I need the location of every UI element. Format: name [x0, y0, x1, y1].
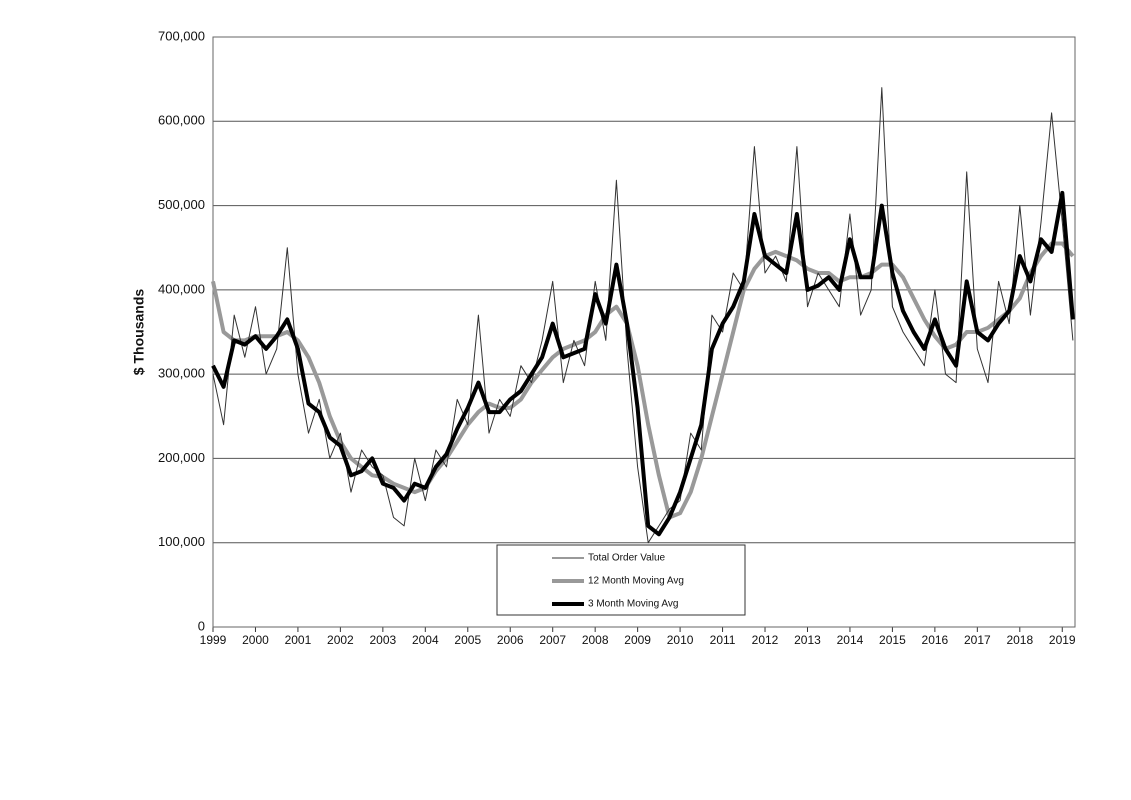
y-tick-label: 200,000: [158, 450, 205, 465]
series-line: [211, 190, 1075, 537]
x-tick-label: 2011: [710, 633, 736, 647]
y-tick-label: 400,000: [158, 281, 205, 296]
x-tick-label: 2001: [285, 633, 312, 647]
y-axis-label: $ Thousands: [131, 289, 147, 376]
x-tick-label: 2009: [624, 633, 651, 647]
y-tick-label: 700,000: [158, 28, 205, 43]
x-tick-label: 2014: [837, 633, 864, 647]
x-tick-label: 2016: [922, 633, 949, 647]
legend-label: 12 Month Moving Avg: [588, 576, 684, 587]
x-tick-label: 2004: [412, 633, 439, 647]
y-tick-label: 500,000: [158, 197, 205, 212]
x-tick-label: 2007: [539, 633, 566, 647]
x-tick-label: 2018: [1006, 633, 1033, 647]
x-tick-label: 2019: [1049, 633, 1076, 647]
x-tick-label: 2002: [327, 633, 354, 647]
legend-label: Total Order Value: [588, 553, 666, 564]
x-tick-label: 2003: [370, 633, 397, 647]
x-tick-label: 2017: [964, 633, 991, 647]
x-tick-label: 2008: [582, 633, 609, 647]
x-tick-label: 2015: [879, 633, 906, 647]
x-tick-label: 2010: [667, 633, 694, 647]
y-tick-label: 100,000: [158, 534, 205, 549]
x-tick-label: 2012: [752, 633, 779, 647]
x-tick-label: 2013: [794, 633, 821, 647]
legend-box: [496, 544, 746, 616]
x-tick-label: 2005: [454, 633, 481, 647]
legend-label: 3 Month Moving Avg: [588, 599, 678, 610]
y-tick-label: 300,000: [158, 366, 205, 381]
x-tick-label: 1999: [200, 633, 227, 647]
x-tick-label: 2006: [497, 633, 524, 647]
plot-frame: [212, 36, 1076, 628]
y-tick-label: 600,000: [158, 113, 205, 128]
x-tick-label: 2000: [242, 633, 269, 647]
y-tick-label: 0: [198, 618, 205, 633]
